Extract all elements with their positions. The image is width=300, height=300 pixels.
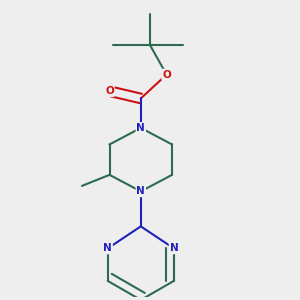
Text: N: N [169,244,178,254]
Text: N: N [103,244,112,254]
Text: O: O [162,70,171,80]
Text: N: N [136,123,145,133]
Text: O: O [105,86,114,96]
Text: N: N [136,186,145,197]
